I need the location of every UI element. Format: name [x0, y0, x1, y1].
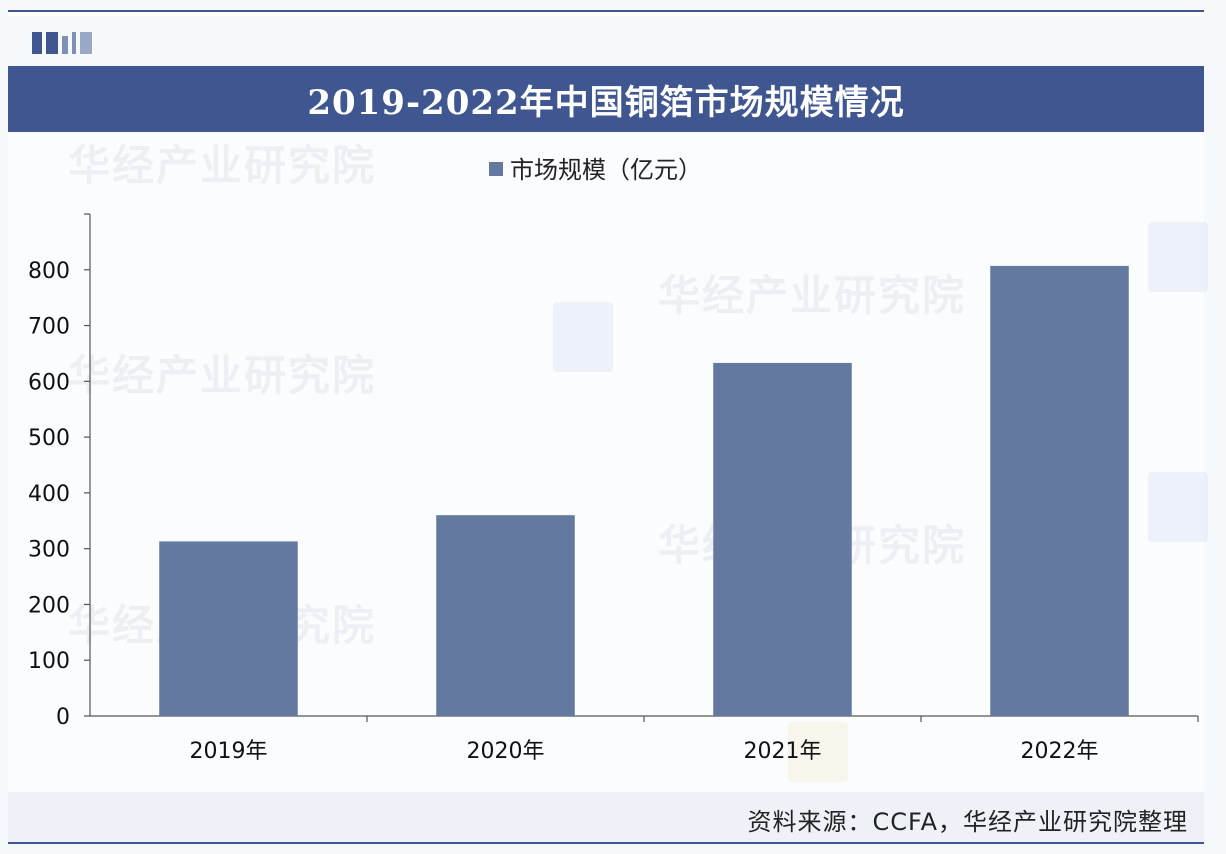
y-tick-label: 100	[28, 649, 70, 674]
bar	[436, 515, 575, 716]
x-category-label: 2019年	[190, 739, 268, 764]
watermark: 华经产业研究院	[658, 271, 967, 320]
y-tick-label: 700	[28, 315, 70, 340]
watermark-logo-block	[1148, 472, 1208, 542]
y-tick-label: 400	[28, 482, 70, 507]
footer: 资料来源：CCFA，华经产业研究院整理	[8, 792, 1204, 844]
x-category-label: 2020年	[467, 739, 545, 764]
bar	[159, 541, 298, 716]
y-tick-label: 600	[28, 370, 70, 395]
y-tick-label: 300	[28, 538, 70, 563]
watermark: 华经产业研究院	[68, 141, 377, 190]
title-bar: 2019-2022年中国铜箔市场规模情况	[8, 66, 1204, 132]
bar	[713, 362, 852, 716]
watermark: 华经产业研究院	[68, 351, 377, 400]
y-tick-label: 800	[28, 259, 70, 284]
x-category-label: 2022年	[1021, 739, 1099, 764]
source-note: 资料来源：CCFA，华经产业研究院整理	[747, 808, 1188, 836]
x-category-label: 2021年	[744, 739, 822, 764]
brand-logo	[32, 32, 92, 54]
legend-swatch	[489, 162, 503, 176]
top-frame-line	[8, 10, 1204, 16]
watermark-logo-block	[553, 302, 613, 372]
y-tick-label: 200	[28, 593, 70, 618]
legend-label: 市场规模（亿元）	[510, 156, 702, 184]
bar	[990, 265, 1129, 716]
watermark-logo-block	[788, 722, 848, 782]
y-tick-label: 0	[56, 705, 70, 730]
watermark-logo-block	[1148, 222, 1208, 292]
y-tick-label: 500	[28, 426, 70, 451]
chart-title: 2019-2022年中国铜箔市场规模情况	[307, 82, 905, 123]
